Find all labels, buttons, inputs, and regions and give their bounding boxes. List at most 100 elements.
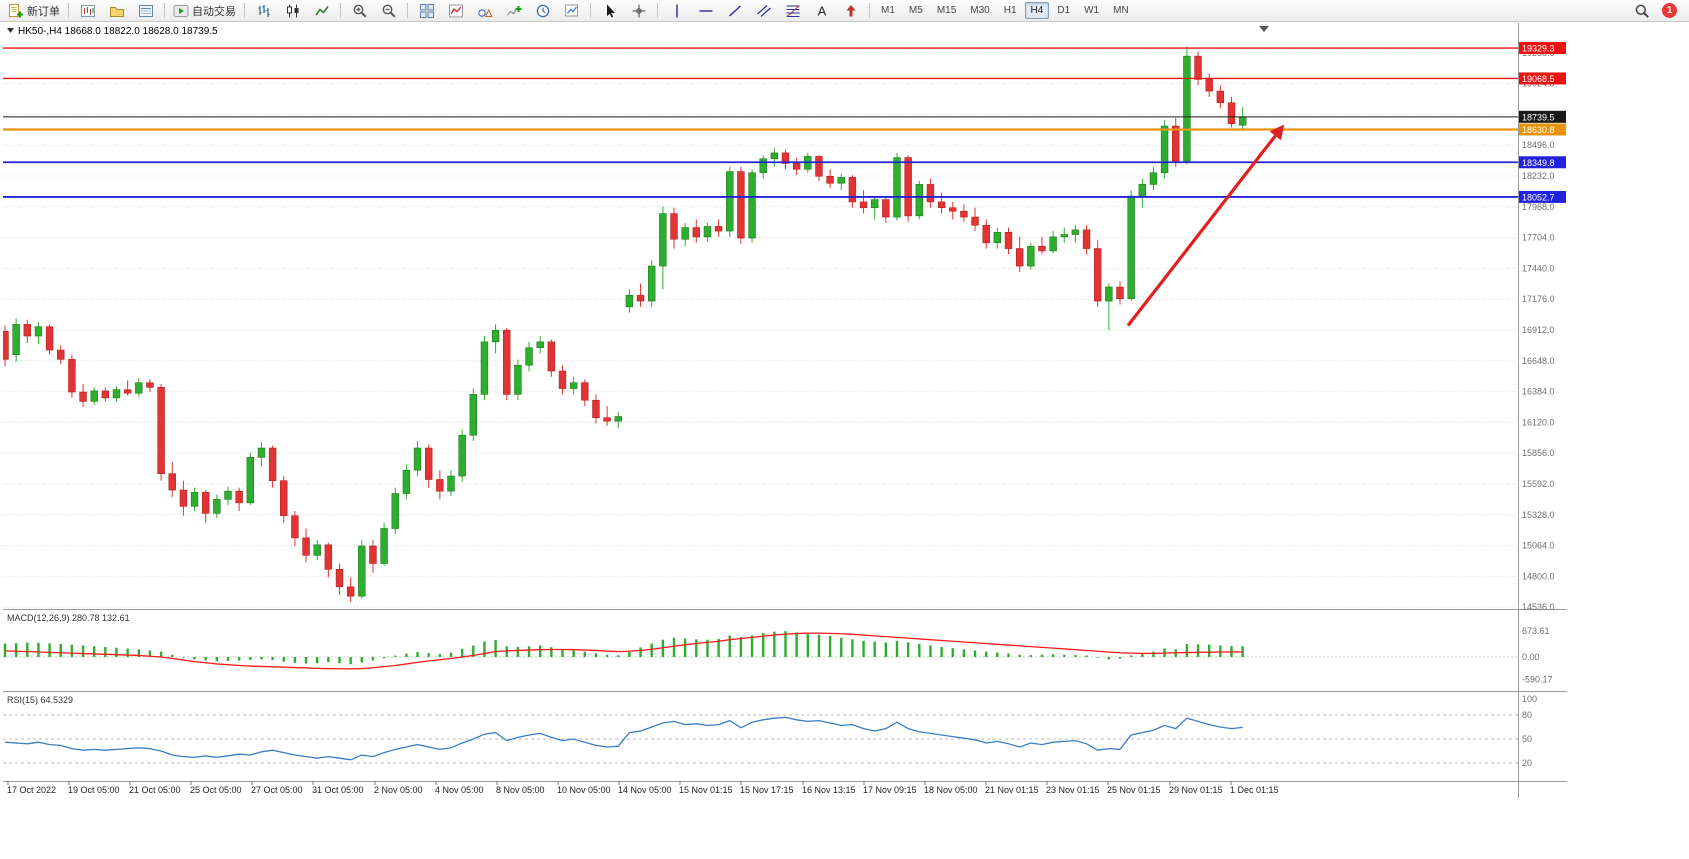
timeframe-m30-button[interactable]: M30	[970, 5, 990, 16]
candle-body	[123, 389, 132, 394]
timeframe-mn-button[interactable]: MN	[1113, 5, 1129, 16]
fibonacci-icon	[785, 3, 801, 19]
horizontal-line-button[interactable]	[691, 0, 720, 21]
vertical-line-button[interactable]	[662, 0, 691, 21]
timeframe-m15-button[interactable]: M15	[936, 5, 957, 16]
price-axis-label: 16120.0	[1522, 417, 1555, 427]
indicators-button[interactable]	[441, 0, 470, 21]
price-axis-label: 15328.0	[1522, 510, 1555, 520]
zoom-out-button[interactable]	[374, 0, 403, 21]
tile-windows-button[interactable]	[412, 0, 441, 21]
price-badge	[1519, 42, 1566, 55]
candle-body	[748, 172, 756, 239]
pane-separators	[3, 23, 1567, 798]
cursor-button[interactable]	[595, 0, 624, 21]
line-chart-button[interactable]	[307, 0, 336, 21]
candle-body	[904, 157, 912, 217]
chart-menu-icon[interactable]	[7, 28, 14, 33]
candle-body	[213, 499, 221, 514]
templates-button[interactable]	[557, 0, 586, 21]
price-badge	[1519, 156, 1566, 169]
candle-body	[1127, 195, 1135, 300]
timeframe-w1-button[interactable]: W1	[1084, 5, 1100, 16]
price-axis-label: 15064.0	[1522, 541, 1555, 551]
price-badge	[1519, 110, 1566, 123]
candle-body	[1205, 79, 1213, 92]
price-axis-label: 17968.0	[1522, 202, 1555, 212]
timeframe-h1-button[interactable]: H1	[1003, 5, 1017, 16]
rsi-pane	[3, 714, 1518, 764]
candle-body	[157, 387, 165, 474]
candle-body	[659, 213, 667, 267]
notification-badge[interactable]: 1	[1662, 3, 1677, 18]
autotrading-button[interactable]: 自动交易	[169, 0, 240, 21]
chart-shift-marker[interactable]	[1259, 26, 1269, 32]
candle-body	[636, 294, 645, 302]
crosshair-button[interactable]	[624, 0, 653, 21]
profiles-button[interactable]	[102, 0, 131, 21]
candle-body	[90, 390, 98, 402]
market-watch-button[interactable]	[131, 0, 160, 21]
candle-body	[558, 370, 567, 389]
zoom-in-button[interactable]	[345, 0, 374, 21]
price-badge-text: 18052.7	[1522, 192, 1555, 202]
search-icon	[1634, 3, 1650, 19]
text-button[interactable]: A	[807, 0, 836, 21]
candle-body	[23, 324, 31, 337]
price-badge	[1519, 190, 1566, 203]
candle-body	[826, 175, 834, 184]
timeframe-m1-button[interactable]: M1	[881, 5, 895, 16]
search-button[interactable]	[1627, 0, 1656, 21]
trend-arrow[interactable]	[1126, 124, 1285, 327]
candle-body	[424, 447, 433, 480]
timeframe-d1-button[interactable]: D1	[1057, 5, 1071, 16]
time-axis-label: 23 Nov 01:15	[1046, 785, 1100, 795]
time-axis-label: 17 Nov 09:15	[863, 785, 917, 795]
time-axis-label: 19 Oct 05:00	[68, 785, 120, 795]
time-axis: 17 Oct 2022 19 Oct 05:00 21 Oct 05:00 25 Oc…	[7, 781, 1279, 795]
candle-body	[1227, 102, 1236, 125]
candle-body	[915, 184, 924, 217]
candle-body	[79, 391, 87, 402]
candle-body	[436, 479, 444, 492]
time-axis-label: 16 Nov 13:15	[802, 785, 856, 795]
time-axis-label: 15 Nov 01:15	[679, 785, 733, 795]
timeframe-h4-button[interactable]: H4	[1024, 2, 1050, 19]
fibonacci-button[interactable]	[778, 0, 807, 21]
timeframe-m5-button[interactable]: M5	[908, 5, 923, 16]
trendline-button[interactable]	[720, 0, 749, 21]
price-axis-label: 17176.0	[1522, 294, 1555, 304]
cursor-icon	[602, 3, 618, 19]
periods-button[interactable]	[528, 0, 557, 21]
candles-chart-button[interactable]	[278, 0, 307, 21]
channel-button[interactable]	[749, 0, 778, 21]
candle-body	[592, 399, 600, 419]
price-axis-label: 16648.0	[1522, 356, 1555, 366]
time-axis-label: 27 Oct 05:00	[251, 785, 303, 795]
candle-body	[135, 382, 143, 394]
candle-body	[1160, 125, 1169, 174]
candle-body	[458, 434, 466, 477]
candle-body	[1138, 184, 1147, 197]
candle-body	[993, 231, 1002, 244]
arrows-button[interactable]	[836, 0, 865, 21]
new-chart-button[interactable]	[73, 0, 102, 21]
price-badge-text: 18739.5	[1522, 112, 1555, 122]
candle-body	[625, 294, 634, 308]
candle-body	[569, 382, 578, 389]
time-axis-label: 1 Dec 01:15	[1230, 785, 1279, 795]
add-indicator-button[interactable]	[499, 0, 528, 21]
objects-button[interactable]	[470, 0, 499, 21]
candle-body	[202, 492, 210, 514]
chart-window: 19288.019024.018760.018496.018232.017968…	[1, 23, 1567, 799]
candle-body	[57, 349, 65, 360]
macd-label: MACD(12,26,9) 280.78 132.61	[7, 613, 130, 623]
new-order-button[interactable]: 新订单	[4, 0, 64, 21]
candle-body	[670, 213, 678, 240]
zoom-out-icon	[381, 3, 397, 19]
toolbar-right: 1	[1627, 0, 1677, 21]
macd-signal-line	[4, 632, 1243, 670]
add-indicator-icon	[506, 3, 522, 19]
bars-chart-button[interactable]	[249, 0, 278, 21]
chart-canvas[interactable]: 19288.019024.018760.018496.018232.017968…	[1, 23, 1567, 799]
